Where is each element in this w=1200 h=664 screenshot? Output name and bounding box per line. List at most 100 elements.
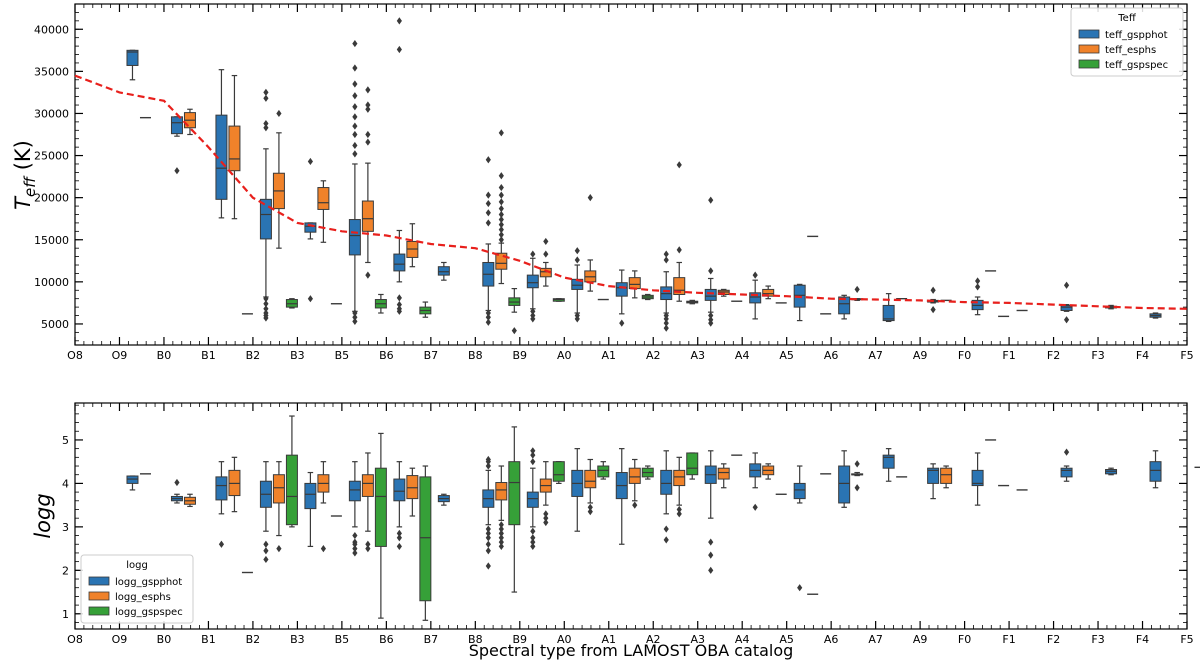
teff-outlier-A0-s1-0 [587, 194, 593, 202]
teff-box-body-O9-s0 [126, 49, 139, 66]
teff-box-B1-s0 [215, 69, 228, 219]
logg-outlier-B9-s1-1 [543, 514, 549, 522]
teff-box-B6-s1 [406, 223, 419, 268]
teff-box-B5-s1 [361, 86, 374, 279]
logg-y-tick-label-2: 3 [62, 521, 69, 534]
teff-outlier-A9-s0-1 [930, 286, 936, 294]
logg-outlier-A3-s0-2 [708, 538, 714, 546]
teff-y-axis-label-sub: eff [21, 175, 39, 197]
logg-x-tick-label-A7: A7 [868, 633, 883, 646]
teff-outlier-A6-s1-0 [854, 285, 860, 294]
teff-outlier-B5-s0-3 [352, 150, 358, 158]
teff-box-A4-s1 [762, 285, 775, 300]
teff-outlier-B8-s0-7 [485, 156, 491, 164]
logg-box-F0-s0 [971, 452, 984, 506]
logg-outlier-B9-s0-6 [530, 447, 536, 455]
logg-box-F4-s0 [1149, 450, 1162, 489]
teff-box-A0-s1 [584, 194, 597, 292]
logg-box-body-B6-s1 [406, 475, 419, 500]
teff-y-tick-label-0: 5000 [41, 318, 69, 331]
logg-box-A1-s0 [615, 448, 628, 545]
logg-x-tick-label-F5: F5 [1180, 633, 1193, 646]
logg-outlier-A4-s0-0 [752, 503, 758, 511]
teff-legend-swatch-2 [1078, 59, 1100, 69]
logg-plot-frame [74, 402, 1188, 630]
teff-y-tick-label-7: 40000 [34, 23, 69, 36]
teff-outlier-A0-s0-2 [574, 256, 580, 264]
logg-box-B9-s2 [552, 461, 565, 485]
teff-box-body-A2-s1 [673, 277, 686, 295]
teff-x-tick-label-F1: F1 [1002, 349, 1015, 362]
logg-box-F2-s0 [1060, 448, 1073, 482]
logg-y-tick-label-4: 5 [62, 434, 69, 447]
teff-outlier-B8-s1-6 [498, 205, 504, 213]
logg-y-axis-label: logg [31, 493, 55, 538]
teff-outlier-B8-s0-2 [485, 318, 491, 326]
teff-x-tick-label-A1: A1 [601, 349, 616, 362]
teff-box-body-B9-s0 [526, 274, 539, 289]
logg-box-body-A0-s2 [597, 465, 610, 478]
logg-x-tick-label-B1: B1 [201, 633, 216, 646]
logg-box-B1-s1 [228, 456, 241, 513]
logg-legend-swatch-0 [88, 576, 110, 586]
logg-x-tick-label-B5: B5 [335, 633, 350, 646]
teff-box-body-A1-s1 [628, 277, 641, 290]
teff-outlier-B8-s0-1 [485, 313, 491, 321]
teff-box-body-A3-s0 [704, 288, 717, 301]
teff-box-body-A6-s0 [838, 296, 851, 315]
teff-box-B8-s0 [482, 156, 495, 326]
teff-y-tick-label-6: 35000 [34, 65, 69, 78]
logg-outlier-A6-s1-1 [854, 460, 860, 468]
teff-outlier-B2-s0-2 [263, 305, 269, 313]
logg-box-B3-s0 [304, 471, 317, 548]
x-axis-label: Spectral type from LAMOST OBA catalog [469, 641, 794, 660]
logg-box-body-B8-s2 [508, 461, 521, 526]
logg-outlier-B9-s0-2 [530, 538, 536, 546]
logg-x-tick-label-A5: A5 [779, 633, 794, 646]
logg-box-body-A9-s1 [940, 467, 953, 484]
logg-box-body-F0-s0 [971, 469, 984, 487]
logg-boxes [126, 415, 1200, 621]
teff-box-B0-s1 [183, 108, 196, 136]
teff-outlier-B2-s0-1 [263, 300, 269, 308]
teff-y-tick-label-5: 30000 [34, 107, 69, 120]
teff-x-tick-label-B6: B6 [379, 349, 394, 362]
teff-outlier-A3-s0-2 [708, 319, 714, 327]
teff-outlier-A0-s0-3 [574, 247, 580, 255]
teff-outlier-A2-s0-5 [663, 250, 669, 258]
logg-x-tick-label-F2: F2 [1047, 633, 1060, 646]
logg-x-tick-label-A4: A4 [735, 633, 750, 646]
logg-outlier-B8-s1-3 [498, 534, 504, 542]
logg-outlier-B1-s0-0 [218, 540, 225, 548]
teff-outlier-B5-s0-9 [352, 92, 358, 100]
logg-box-B2-s2 [285, 415, 298, 528]
teff-outlier-B5-s0-11 [352, 64, 358, 72]
logg-outlier-A2-s0-1 [663, 525, 669, 533]
logg-outlier-B5-s0-3 [352, 549, 358, 557]
teff-plot-frame [74, 3, 1188, 346]
logg-outlier-B6-s0-1 [396, 534, 402, 542]
logg-box-body-A2-s0 [660, 469, 673, 495]
teff-outlier-A4-s0-0 [752, 271, 758, 279]
logg-box-body-B3-s0 [304, 482, 317, 510]
teff-x-tick-label-A6: A6 [824, 349, 839, 362]
logg-box-body-B5-s0 [348, 480, 361, 502]
logg-legend-swatch-1 [88, 591, 110, 601]
logg-outlier-A0-s1-1 [587, 508, 593, 516]
teff-outlier-B2-s0-9 [263, 94, 269, 102]
logg-box-body-F2-s0 [1060, 467, 1073, 478]
teff-box-B2-s0 [259, 88, 272, 322]
teff-outlier-B2-s0-7 [263, 119, 269, 128]
logg-x-tick-label-B8: B8 [468, 633, 483, 646]
logg-box-A1-s2 [641, 465, 654, 480]
teff-x-tick-label-F5: F5 [1180, 349, 1193, 362]
teff-outlier-F0-s0-1 [975, 277, 981, 285]
teff-outlier-B9-s0-2 [530, 315, 536, 323]
logg-legend-title: logg [126, 560, 148, 571]
teff-outlier-A2-s0-1 [663, 315, 669, 323]
logg-box-body-A2-s2 [686, 452, 699, 476]
teff-box-body-F2-s0 [1060, 304, 1073, 311]
teff-box-body-B3-s0 [304, 222, 317, 233]
teff-outlier-A2-s1-1 [676, 161, 682, 169]
